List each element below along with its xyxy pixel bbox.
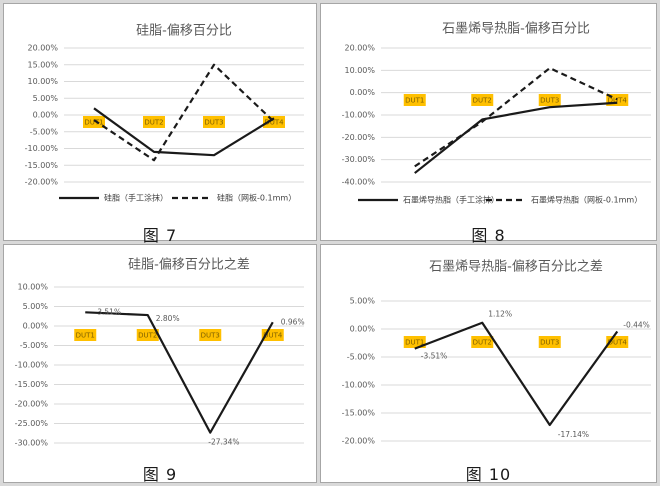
chart-title: 石墨烯导热脂-偏移百分比之差 (429, 260, 603, 275)
category-tag-bg (471, 94, 494, 106)
y-tick-label: -5.00% (20, 341, 49, 350)
figure-caption: 图 8 (471, 226, 506, 245)
category-tag-bg (538, 94, 561, 106)
figure-caption: 图 10 (465, 465, 512, 484)
y-tick-label: -20.00% (342, 133, 376, 142)
x-category-label: DUT2 (138, 332, 157, 340)
category-tag-bg (263, 116, 285, 128)
category-tag-bg (143, 116, 165, 128)
y-tick-label: 5.00% (350, 297, 376, 306)
x-category-label: DUT4 (264, 119, 284, 127)
category-tag-bg (74, 329, 97, 341)
category-tag-bg (403, 336, 426, 348)
y-tick-label: 10.00% (27, 77, 58, 86)
y-tick-label: 0.00% (33, 111, 59, 120)
chart-panel-fig8: 图 8 石墨烯导热脂-偏移百分比 20.00% 10.00% 0.00% -10.00%… (320, 3, 657, 245)
series-line (93, 63, 275, 162)
chart-title: 石墨烯导热脂-偏移百分比 (442, 22, 590, 37)
x-category-label: DUT1 (76, 332, 95, 340)
chart-title: 硅脂-偏移百分比 (136, 24, 232, 39)
category-tag-bg (136, 329, 159, 341)
y-tick-label: -30.00% (15, 439, 49, 448)
y-tick-label: 15.00% (27, 60, 58, 69)
legend-entry: 石墨烯导热脂（网板-0.1mm） (531, 195, 642, 205)
chart-panel-fig10: 图 10 石墨烯导热脂-偏移百分比之差 5.00% 0.00% -5.00% -10.0… (320, 244, 657, 484)
x-category-label: DUT3 (201, 332, 220, 340)
x-category-label: DUT4 (608, 339, 628, 347)
y-tick-label: 20.00% (27, 44, 58, 53)
chart-svg: 硅脂-偏移百分比之差 10.00% 5.00% 0.00% -5.00% -10.00% -… (15, 258, 305, 448)
y-tick-label: -20.00% (342, 437, 376, 446)
x-category-label: DUT1 (405, 339, 424, 347)
y-tick-label: 20.00% (344, 44, 375, 53)
series-line (85, 311, 274, 434)
y-tick-label: -10.00% (15, 361, 49, 370)
category-tag-bg (471, 336, 494, 348)
y-tick-label: -5.00% (347, 353, 376, 362)
y-tick-label: -5.00% (30, 127, 59, 136)
chart-title: 硅脂-偏移百分比之差 (128, 258, 250, 273)
y-tick-label: -15.00% (15, 380, 49, 389)
data-label: 0.96% (281, 317, 305, 326)
y-tick-label: 10.00% (17, 283, 48, 292)
chart-svg: 硅脂-偏移百分比 20.00% 15.00% 10.00% 5.00% 0.00% -5.0… (25, 24, 304, 203)
chart-panel-fig7: 图 7 硅脂-偏移百分比 20.00% 15.00% 10.00% 5.00% 0.00%… (3, 3, 317, 245)
series-line (414, 66, 618, 168)
x-category-label: DUT4 (263, 332, 283, 340)
legend-entry: 硅脂（网板-0.1mm） (217, 193, 296, 203)
figure-caption: 图 7 (142, 226, 178, 245)
x-category-label: DUT4 (608, 97, 628, 105)
category-tag-bg (403, 94, 426, 106)
category-tag-bg (83, 116, 105, 128)
category-tag-bg (199, 329, 222, 341)
legend-entry: 石墨烯导热脂（手工涂抹） (403, 195, 499, 205)
y-tick-label: -20.00% (25, 178, 59, 187)
category-tag-bg (538, 336, 561, 348)
y-tick-label: -15.00% (342, 409, 376, 418)
figure-caption: 图 9 (142, 465, 178, 484)
chart-svg: 石墨烯导热脂-偏移百分比之差 5.00% 0.00% -5.00% -10.00% -15… (342, 260, 651, 446)
y-tick-label: 0.00% (23, 322, 49, 331)
x-category-label: DUT3 (204, 119, 223, 127)
y-tick-label: -25.00% (15, 419, 49, 428)
x-category-label: DUT1 (84, 119, 103, 127)
data-label: -3.51% (421, 352, 448, 361)
x-category-label: DUT2 (473, 97, 492, 105)
data-label: -27.34% (208, 438, 239, 447)
x-category-label: DUT1 (405, 97, 424, 105)
data-label: -0.44% (623, 320, 650, 329)
y-tick-label: 5.00% (33, 94, 59, 103)
y-tick-label: -10.00% (25, 144, 59, 153)
x-category-label: DUT2 (473, 339, 492, 347)
data-label: 3.51% (97, 307, 121, 316)
y-tick-label: 5.00% (23, 302, 49, 311)
y-tick-label: -10.00% (342, 111, 376, 120)
series-line (93, 107, 275, 157)
data-label: -17.14% (558, 430, 589, 439)
legend-entry: 硅脂（手工涂抹） (104, 193, 168, 203)
y-tick-label: -40.00% (342, 178, 376, 187)
chart-panel-fig9: 图 9 硅脂-偏移百分比之差 10.00% 5.00% 0.00% -5.00% -10.… (3, 244, 317, 484)
y-tick-label: -15.00% (25, 161, 59, 170)
data-label: 1.12% (488, 310, 512, 319)
x-category-label: DUT3 (540, 339, 559, 347)
data-label: 2.80% (156, 314, 180, 323)
x-category-label: DUT3 (540, 97, 559, 105)
series-line (414, 321, 619, 427)
chart-svg: 石墨烯导热脂-偏移百分比 20.00% 10.00% 0.00% -10.00% -20.… (342, 22, 651, 205)
x-category-label: DUT2 (144, 119, 163, 127)
y-tick-label: 0.00% (350, 325, 376, 334)
y-tick-label: -10.00% (342, 381, 376, 390)
y-tick-label: 0.00% (350, 88, 376, 97)
category-tag-bg (203, 116, 225, 128)
y-tick-label: 10.00% (344, 66, 375, 75)
y-tick-label: -30.00% (342, 155, 376, 164)
series-line (414, 101, 618, 174)
y-tick-label: -20.00% (15, 400, 49, 409)
